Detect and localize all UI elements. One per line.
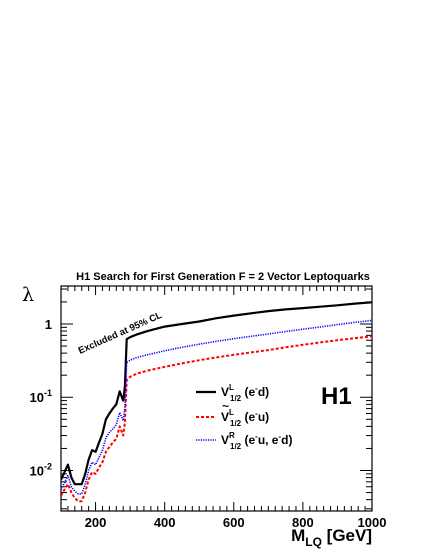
y-tick-label: 1 (45, 317, 52, 332)
series-line-1 (61, 301, 372, 486)
x-tick-label: 400 (154, 515, 176, 530)
x-tick-label: 800 (292, 515, 314, 530)
y-axis-title: λ (22, 284, 34, 306)
x-tick-label: 1000 (358, 515, 387, 530)
x-tick-label: 200 (85, 515, 107, 530)
legend-label-3: VR 1/2 (e-u, e-d) (221, 431, 292, 451)
x-axis-title-unit: [GeV] (322, 526, 372, 545)
y-tick-label: 10-2 (30, 462, 52, 479)
plot-area (60, 285, 373, 512)
x-axis-title-subscript: LQ (305, 535, 322, 549)
series-line-3 (61, 319, 372, 495)
legend-label-1: VL 1/2 (e-d) (221, 383, 269, 403)
plot-frame (60, 285, 373, 512)
chart-title: H1 Search for First Generation F = 2 Vec… (76, 271, 370, 283)
series-group (61, 301, 372, 503)
x-axis-title: MLQ [GeV] (291, 526, 372, 549)
legend-label-2: VL 1/2 (e-u) (221, 408, 269, 428)
y-tick-label: 10-1 (30, 388, 52, 405)
series-line-2 (61, 335, 372, 503)
x-tick-label: 600 (223, 515, 245, 530)
legend-tilde-2: ~ (222, 399, 229, 413)
experiment-label: H1 (321, 383, 352, 410)
legend: VL 1/2 (e-d) VL 1/2 (e-u)~ VR 1/2 (e-u, e-d) (196, 383, 292, 451)
x-axis-title-main: M (291, 526, 305, 545)
